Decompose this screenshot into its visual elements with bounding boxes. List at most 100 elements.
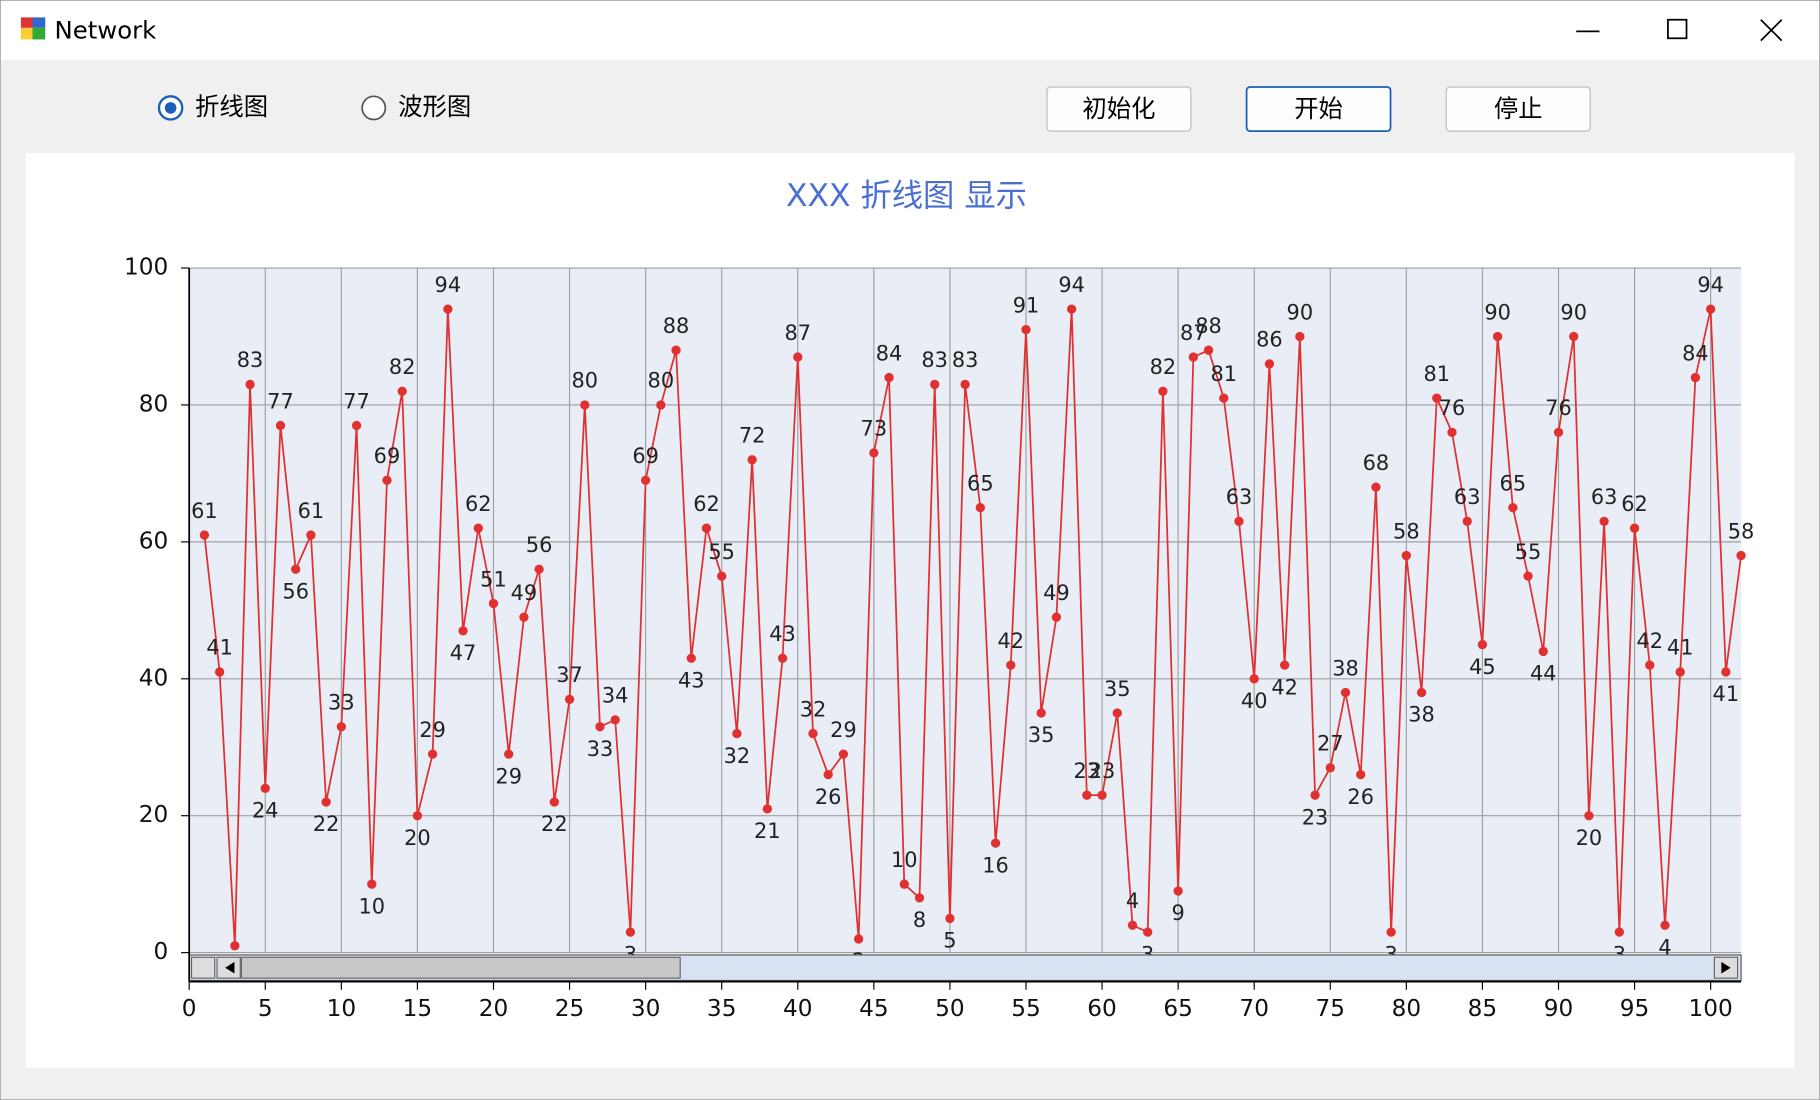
x-tick-label: 45	[859, 995, 889, 1022]
scrollbar[interactable]	[188, 954, 1742, 982]
y-tick-label: 0	[154, 938, 169, 965]
data-point	[1614, 927, 1624, 937]
data-label: 42	[997, 629, 1024, 653]
data-label: 47	[450, 641, 477, 665]
data-label: 5	[943, 929, 956, 953]
data-point	[1203, 345, 1214, 355]
data-label: 83	[952, 348, 979, 372]
radio-0[interactable]: 折线图	[157, 92, 268, 121]
data-label: 73	[861, 417, 888, 441]
x-tick-label: 65	[1163, 995, 1193, 1022]
scroll-zoom-reset[interactable]	[190, 956, 216, 979]
maximize-button[interactable]	[1667, 18, 1688, 40]
data-point	[1143, 927, 1153, 937]
x-tick-label: 15	[403, 995, 433, 1022]
data-point	[656, 400, 666, 410]
data-point	[610, 715, 620, 725]
button[interactable]	[1445, 86, 1591, 132]
data-label: 94	[1058, 273, 1085, 297]
title-bar	[1, 1, 1819, 61]
data-label: 56	[282, 579, 309, 603]
data-point	[1097, 790, 1107, 800]
data-point	[1006, 660, 1016, 670]
data-point	[853, 934, 864, 944]
data-label: 76	[1545, 396, 1572, 420]
data-label: 29	[419, 718, 446, 742]
x-tick-label: 5	[258, 995, 273, 1022]
data-point	[534, 564, 544, 574]
data-point	[1371, 482, 1381, 492]
data-label: 23	[1074, 759, 1101, 783]
x-tick-label: 75	[1316, 995, 1346, 1022]
data-label: 63	[1226, 485, 1253, 509]
data-point	[701, 523, 712, 533]
y-tick-label: 100	[124, 254, 168, 281]
data-label: 69	[374, 444, 401, 468]
data-point	[793, 352, 803, 362]
data-label: 4	[1658, 935, 1671, 959]
data-label: 80	[571, 369, 598, 393]
data-label: 10	[358, 894, 385, 918]
data-point	[823, 770, 833, 780]
button-label[interactable]: 初始化	[1082, 94, 1155, 123]
data-point	[945, 913, 955, 924]
data-point	[427, 749, 438, 759]
data-label: 26	[1347, 785, 1374, 809]
data-label: 62	[693, 492, 720, 516]
data-point	[245, 379, 255, 390]
x-tick-label: 25	[555, 995, 585, 1022]
data-point	[1523, 571, 1533, 581]
data-label: 88	[1195, 314, 1222, 338]
data-label: 62	[1621, 492, 1648, 516]
data-point	[473, 523, 483, 533]
data-label: 43	[678, 668, 705, 692]
data-point	[351, 420, 362, 431]
button[interactable]	[1046, 86, 1192, 132]
data-point	[930, 379, 940, 390]
data-line	[203, 308, 1742, 946]
radio-circle[interactable]	[361, 95, 387, 121]
data-point	[1158, 386, 1168, 396]
close-button[interactable]	[1760, 19, 1783, 42]
data-label: 40	[1241, 689, 1268, 713]
data-point	[1112, 708, 1122, 718]
button-label[interactable]: 开始	[1294, 94, 1343, 123]
data-label: 91	[1013, 293, 1040, 317]
data-label: 38	[1408, 703, 1435, 727]
data-label: 82	[1150, 355, 1177, 379]
data-point	[321, 797, 331, 807]
data-label: 41	[1667, 636, 1694, 660]
data-point	[1508, 503, 1518, 513]
x-tick-label: 55	[1011, 995, 1041, 1022]
data-point	[367, 879, 377, 889]
button[interactable]	[1245, 86, 1392, 132]
data-point	[1645, 660, 1655, 670]
data-label: 20	[1576, 826, 1603, 850]
data-label: 35	[1104, 677, 1131, 701]
data-point	[306, 530, 316, 540]
button-label[interactable]: 停止	[1494, 94, 1543, 123]
data-point	[443, 304, 453, 314]
data-label: 21	[754, 819, 781, 843]
data-label: 55	[1515, 540, 1542, 564]
x-tick-label: 95	[1620, 995, 1650, 1022]
data-point	[990, 838, 1001, 848]
radio-label[interactable]: 波形图	[398, 92, 471, 121]
y-tick-label: 40	[139, 664, 169, 691]
data-point	[397, 386, 407, 396]
data-label: 33	[587, 737, 614, 761]
data-point	[1432, 393, 1442, 403]
data-point	[1036, 708, 1046, 718]
data-point	[1629, 523, 1640, 533]
scroll-thumb[interactable]	[240, 956, 681, 979]
data-point	[1553, 427, 1564, 437]
data-point	[975, 503, 985, 513]
data-label: 16	[982, 853, 1009, 877]
data-label: 63	[1454, 485, 1481, 509]
data-point	[275, 420, 286, 431]
data-point	[291, 564, 301, 574]
radio-label[interactable]: 折线图	[195, 92, 268, 121]
radio-1[interactable]: 波形图	[361, 92, 471, 121]
data-label: 77	[343, 389, 370, 413]
